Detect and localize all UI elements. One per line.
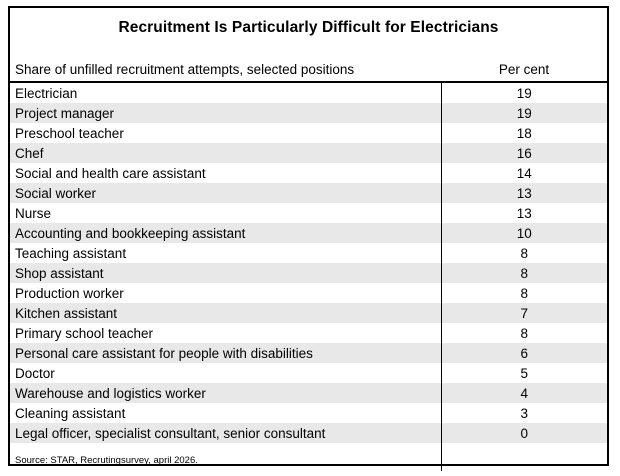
table-row: Legal officer, specialist consultant, se… [10, 423, 607, 443]
table-row: Production worker 8 [10, 283, 607, 303]
percent-value: 13 [440, 183, 607, 203]
percent-value: 7 [440, 303, 607, 323]
percent-value: 8 [440, 263, 607, 283]
header-row: Share of unfilled recruitment attempts, … [10, 58, 607, 83]
chart-title: Recruitment Is Particularly Difficult fo… [118, 19, 499, 36]
column-header-positions: Share of unfilled recruitment attempts, … [10, 58, 441, 83]
position-label: Primary school teacher [15, 325, 154, 341]
table-row: Kitchen assistant 7 [10, 303, 607, 323]
table-row: Personal care assistant for people with … [10, 343, 607, 363]
position-label: Nurse [15, 205, 52, 221]
position-label: Preschool teacher [15, 125, 124, 141]
position-label: Accounting and bookkeeping assistant [15, 225, 246, 241]
position-label: Legal officer, specialist consultant, se… [15, 425, 326, 441]
table-row: Preschool teacher 18 [10, 123, 607, 143]
percent-value: 6 [440, 343, 607, 363]
table-row: Warehouse and logistics worker 4 [10, 383, 607, 403]
position-label: Social worker [15, 185, 97, 201]
position-label: Electrician [15, 85, 78, 101]
table-header: Share of unfilled recruitment attempts, … [10, 58, 607, 83]
position-label: Shop assistant [15, 265, 104, 281]
table-row: Primary school teacher 8 [10, 323, 607, 343]
percent-value: 16 [440, 143, 607, 163]
percent-value: 8 [440, 323, 607, 343]
table-row: Project manager 19 [10, 103, 607, 123]
table-row: Doctor 5 [10, 363, 607, 383]
position-label: Chef [15, 145, 44, 161]
table-row: Social worker 13 [10, 183, 607, 203]
position-label: Teaching assistant [15, 245, 127, 261]
table-body: Electrician 19 Project manager 19 Preschoo… [10, 82, 607, 443]
percent-value: 0 [440, 423, 607, 443]
position-label: Social and health care assistant [15, 165, 206, 181]
table-row: Chef 16 [10, 143, 607, 163]
table-frame: Recruitment Is Particularly Difficult fo… [8, 6, 609, 471]
empty-value-cell [440, 443, 607, 471]
percent-value: 19 [440, 82, 607, 103]
percent-value: 3 [440, 403, 607, 423]
position-label: Project manager [15, 105, 115, 121]
position-label: Cleaning assistant [15, 405, 126, 421]
position-label: Personal care assistant for people with … [15, 345, 313, 361]
position-label: Doctor [15, 365, 55, 381]
table-row: Teaching assistant 8 [10, 243, 607, 263]
position-label: Production worker [15, 285, 124, 301]
position-label: Kitchen assistant [15, 305, 118, 321]
recruitment-table: Share of unfilled recruitment attempts, … [10, 58, 607, 471]
source-row: Source: STAR, Recrutingsurvey, april 202… [10, 443, 607, 471]
percent-value: 13 [440, 203, 607, 223]
source-note: Source: STAR, Recrutingsurvey, april 202… [15, 455, 198, 466]
percent-value: 8 [440, 283, 607, 303]
percent-value: 8 [440, 243, 607, 263]
table-row: Cleaning assistant 3 [10, 403, 607, 423]
percent-value: 5 [440, 363, 607, 383]
percent-value: 19 [440, 103, 607, 123]
percent-value: 14 [440, 163, 607, 183]
table-row: Accounting and bookkeeping assistant 10 [10, 223, 607, 243]
table-row: Shop assistant 8 [10, 263, 607, 283]
table-row: Social and health care assistant 14 [10, 163, 607, 183]
percent-value: 4 [440, 383, 607, 403]
position-label: Warehouse and logistics worker [15, 385, 206, 401]
table-footer: Source: STAR, Recrutingsurvey, april 202… [10, 443, 607, 471]
percent-value: 18 [440, 123, 607, 143]
table-row: Nurse 13 [10, 203, 607, 223]
table-row: Electrician 19 [10, 82, 607, 103]
column-header-percent: Per cent [441, 58, 607, 83]
percent-value: 10 [440, 223, 607, 243]
